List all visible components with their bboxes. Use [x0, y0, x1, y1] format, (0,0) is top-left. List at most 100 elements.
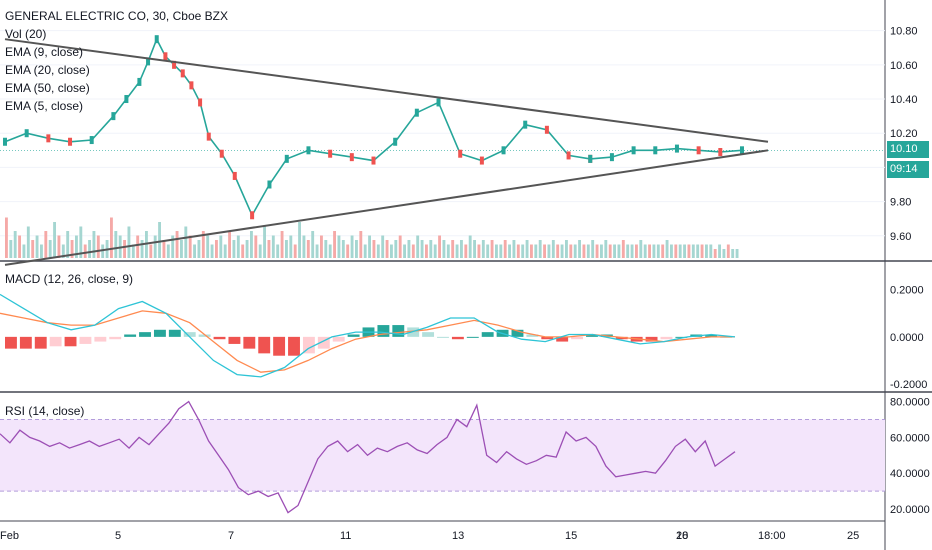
volume-bar	[508, 244, 511, 258]
macd-histogram-bar	[466, 336, 479, 338]
volume-bar	[687, 244, 691, 258]
volume-bar	[70, 240, 74, 258]
volume-bar	[232, 240, 236, 258]
volume-bar	[324, 240, 328, 258]
macd-histogram-bar	[34, 336, 47, 349]
volume-bar	[193, 244, 196, 258]
price-candle	[609, 153, 614, 162]
volume-bar	[468, 235, 472, 258]
legend-ema-9[interactable]: EMA (9, close)	[5, 45, 84, 59]
volume-bar	[604, 240, 608, 258]
price-series	[0, 35, 885, 220]
volume-bar	[79, 226, 83, 258]
volume-bar	[691, 244, 695, 258]
price-candle	[479, 156, 484, 165]
rsi-tick-label: 20.0000	[890, 504, 930, 516]
price-candle	[163, 52, 168, 61]
volume-bar	[188, 235, 192, 258]
price-candle	[653, 146, 658, 155]
volume-bar	[665, 240, 669, 258]
volume-bar	[280, 231, 284, 258]
price-tick-label: 10.40	[890, 94, 918, 106]
macd-histogram-bar	[49, 336, 62, 347]
volume-bar	[490, 240, 494, 258]
trendlines	[4, 38, 769, 266]
price-candle	[458, 149, 463, 158]
legend-ema-5[interactable]: EMA (5, close)	[5, 99, 84, 113]
volume-bar	[368, 235, 371, 258]
triangle-trendline	[4, 38, 769, 143]
price-candle	[718, 148, 723, 157]
rsi-tick-label: 40.0000	[890, 468, 930, 480]
volume-bars	[5, 217, 739, 258]
volume-bar	[705, 244, 708, 258]
volume-bar	[9, 240, 13, 258]
price-candle	[267, 180, 272, 189]
volume-bar	[608, 244, 612, 258]
volume-bar	[219, 235, 223, 258]
price-candle	[46, 134, 51, 143]
macd-title[interactable]: MACD (12, 26, close, 9)	[5, 272, 134, 286]
countdown-tag: 09:14	[887, 161, 929, 178]
volume-bar	[271, 235, 275, 258]
symbol-title[interactable]: GENERAL ELECTRIC CO, 30, Cboe BZX	[5, 9, 228, 23]
volume-bar	[503, 240, 507, 258]
volume-bar	[718, 244, 721, 258]
macd-tick-label: 0.0000	[890, 332, 924, 344]
volume-bar	[591, 240, 595, 258]
legend-volume[interactable]: Vol (20)	[5, 27, 47, 41]
volume-bar	[101, 244, 105, 258]
macd-line	[0, 293, 736, 378]
volume-bar	[140, 240, 144, 258]
price-candle	[3, 137, 7, 146]
volume-bar	[162, 240, 166, 258]
legend-ema-20[interactable]: EMA (20, close)	[5, 63, 90, 77]
volume-bar	[626, 244, 630, 258]
volume-bar	[460, 240, 463, 258]
volume-bar	[578, 240, 581, 258]
macd-histogram-bar	[451, 336, 464, 340]
price-line	[590, 147, 743, 160]
legend-ema-50[interactable]: EMA (50, close)	[5, 81, 90, 95]
volume-bar	[455, 244, 459, 258]
volume-bar	[210, 244, 214, 258]
volume-bar	[512, 240, 516, 258]
macd-histogram-bar	[124, 334, 137, 337]
volume-bar	[254, 235, 258, 258]
volume-bar	[656, 244, 660, 258]
price-candle	[111, 112, 116, 121]
volume-bar	[464, 244, 468, 258]
price-candle	[436, 98, 441, 107]
macd-histogram-bar	[660, 336, 673, 340]
volume-bar	[556, 244, 560, 258]
volume-bar	[258, 244, 262, 258]
volume-bar	[381, 235, 385, 258]
volume-bar	[13, 231, 17, 258]
volume-bar	[639, 240, 643, 258]
volume-bar	[31, 240, 35, 258]
volume-bar	[586, 244, 590, 258]
volume-bar	[245, 240, 249, 258]
volume-bar	[206, 235, 210, 258]
volume-bar	[433, 244, 437, 258]
price-candle	[180, 69, 185, 78]
rsi-series	[0, 400, 736, 514]
price-tick-label: 10.80	[890, 26, 918, 38]
price-candle	[501, 146, 506, 155]
rsi-line	[0, 400, 736, 514]
price-candle	[696, 146, 701, 155]
rsi-title[interactable]: RSI (14, close)	[5, 404, 85, 418]
volume-bar	[228, 231, 231, 258]
macd-tick-label: -0.2000	[890, 379, 927, 391]
macd-series	[0, 293, 736, 378]
volume-bar	[416, 235, 420, 258]
volume-bar	[18, 235, 21, 258]
volume-bar	[709, 244, 713, 258]
macd-histogram-bar	[109, 336, 122, 340]
price-candle	[206, 132, 211, 141]
price-candle	[284, 154, 289, 163]
volume-bar	[678, 244, 682, 258]
price-candle	[414, 108, 419, 117]
